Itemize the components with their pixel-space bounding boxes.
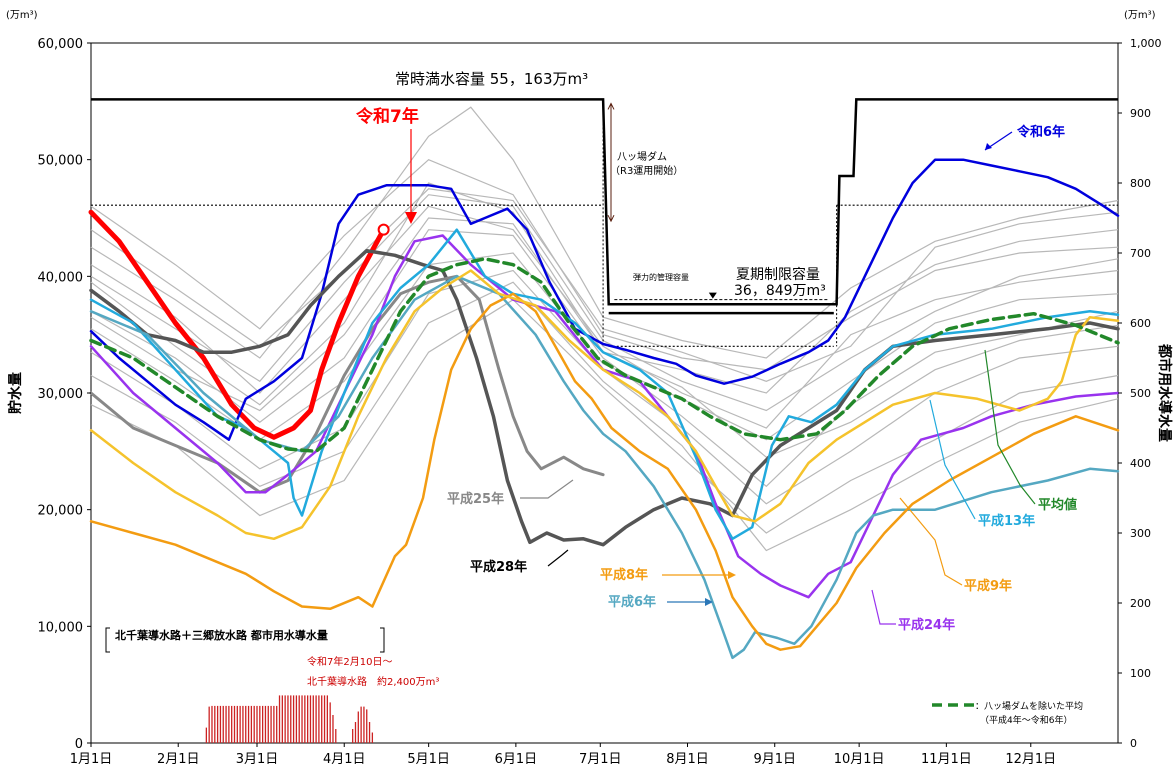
series-group <box>88 158 1120 660</box>
inset-bracket-right <box>380 627 385 653</box>
background-series-line <box>90 194 1119 412</box>
background-series-line <box>90 159 1119 371</box>
series-line <box>89 248 1120 547</box>
series-line <box>89 269 1120 541</box>
right-tick-label: 200 <box>1130 597 1151 610</box>
r6-arrow-icon <box>985 143 992 150</box>
axes: 0 10,000 20,000 30,000 40,000 50,000 60,000 0 10… <box>38 37 1162 767</box>
h25-leader <box>520 479 574 499</box>
inset-bracket-left <box>105 627 110 653</box>
series-line <box>89 275 1120 660</box>
background-series-line <box>90 269 1119 505</box>
yamba-label-1: 八ッ場ダム <box>617 150 667 163</box>
series-line <box>89 274 605 494</box>
h24-leader <box>871 589 896 625</box>
inset-note-2: 北千葉導水路 約2,400万m³ <box>307 675 439 688</box>
x-tick-label: 5月1日 <box>407 752 450 767</box>
summer-capacity-label-2: 36，849万m³ <box>734 283 826 299</box>
x-tick-label: 10月1日 <box>834 752 885 767</box>
right-tick-label: 1,000 <box>1130 37 1162 50</box>
series-line <box>89 292 1120 651</box>
x-tick-label: 4月1日 <box>323 752 366 767</box>
flex-arrow-icon <box>708 292 717 299</box>
series-labels <box>405 129 1036 625</box>
label-r6: 令和6年 <box>1017 124 1065 140</box>
right-tick-label: 100 <box>1130 667 1151 680</box>
summer-capacity-label-1: 夏期制限容量 <box>736 266 820 283</box>
left-tick-label: 30,000 <box>38 387 84 402</box>
flex-capacity-label: 弾力的管理容量 <box>633 272 689 282</box>
left-axis-title: 貯水量 <box>7 372 24 414</box>
right-tick-label: 900 <box>1130 107 1151 120</box>
series-line <box>89 257 1120 454</box>
h8-arrow-icon <box>728 571 736 579</box>
x-tick-label: 11月1日 <box>921 752 972 767</box>
legend-line1: ：八ッ場ダムを除いた平均 <box>975 700 1083 712</box>
label-h24: 平成24年 <box>898 617 955 633</box>
x-tick-label: 8月1日 <box>666 752 709 767</box>
left-tick-label: 50,000 <box>38 154 84 169</box>
right-unit-label: (万m³) <box>1124 10 1156 21</box>
inset-note-1: 令和7年2月10日～ <box>307 655 392 668</box>
arrow-up-icon <box>607 102 615 110</box>
label-h25: 平成25年 <box>447 491 504 507</box>
label-r7: 令和7年 <box>356 106 419 127</box>
left-tick-label: 20,000 <box>38 504 84 519</box>
arrow-down-icon <box>607 214 615 223</box>
full-capacity-label: 常時満水容量 55，163万m³ <box>395 70 588 88</box>
right-tick-label: 600 <box>1130 317 1151 330</box>
inset-bar-chart <box>105 627 385 743</box>
right-tick-label: 800 <box>1130 177 1151 190</box>
background-series-line <box>90 229 1119 488</box>
right-tick-label: 700 <box>1130 247 1151 260</box>
right-tick-label: 0 <box>1130 737 1137 750</box>
x-tick-label: 2月1日 <box>157 752 200 767</box>
r7-end-marker <box>377 223 390 236</box>
h28-leader <box>547 549 569 567</box>
full-capacity-line <box>91 98 1118 306</box>
x-tick-label: 3月1日 <box>236 752 279 767</box>
background-series-line <box>90 281 1119 552</box>
x-tick-label: 1月1日 <box>70 752 113 767</box>
label-h28: 平成28年 <box>470 559 527 575</box>
background-series-line <box>90 205 1119 429</box>
left-tick-label: 40,000 <box>38 270 84 285</box>
right-tick-label: 400 <box>1130 457 1151 470</box>
h13-leader <box>929 399 976 520</box>
series-line <box>89 228 1120 541</box>
background-series-line <box>90 298 1119 534</box>
left-unit-label: (万m³) <box>6 10 38 21</box>
series-line <box>89 158 1120 441</box>
right-axis-title: 都市用水導水量 <box>1156 343 1173 442</box>
capacity-lines <box>91 98 1118 347</box>
yamba-label-2: （R3運用開始） <box>610 164 683 177</box>
left-tick-label: 0 <box>75 737 83 752</box>
inset-title: 北千葉導水路＋三郷放水路 都市用水導水量 <box>115 628 328 642</box>
h9-leader <box>899 497 963 586</box>
legend-line2: （平成4年～令和6年） <box>980 714 1072 726</box>
x-tick-label: 6月1日 <box>495 752 538 767</box>
label-h6: 平成6年 <box>608 594 656 610</box>
label-avg: 平均値 <box>1038 497 1077 513</box>
series-line <box>88 209 387 440</box>
label-h13: 平成13年 <box>978 513 1035 529</box>
series-line <box>89 234 1120 599</box>
r7-arrow-icon <box>405 212 417 224</box>
x-tick-label: 7月1日 <box>579 752 622 767</box>
x-tick-label: 12月1日 <box>1005 752 1056 767</box>
label-h9: 平成9年 <box>964 578 1012 594</box>
right-tick-label: 300 <box>1130 527 1151 540</box>
h6-arrow-icon <box>705 598 713 606</box>
label-h8: 平成8年 <box>600 567 648 583</box>
avg-leader <box>984 349 1036 505</box>
left-tick-label: 10,000 <box>38 620 84 635</box>
left-tick-label: 60,000 <box>38 37 84 52</box>
right-tick-label: 500 <box>1130 387 1151 400</box>
x-tick-label: 9月1日 <box>753 752 796 767</box>
